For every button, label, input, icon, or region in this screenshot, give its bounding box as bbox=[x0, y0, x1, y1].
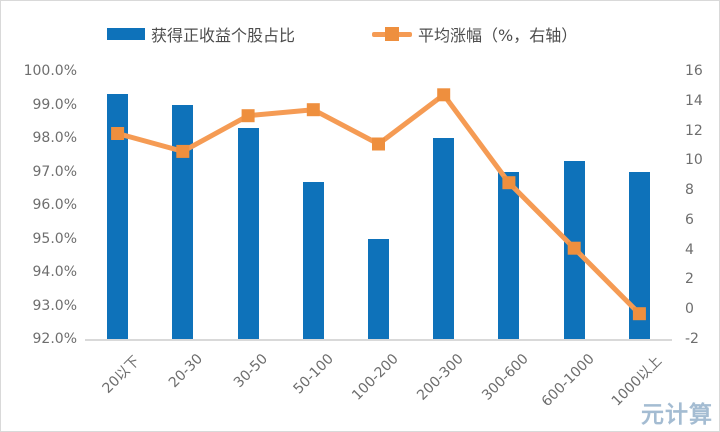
line-marker bbox=[372, 137, 385, 151]
legend-label-positive-ratio: 获得正收益个股占比 bbox=[151, 26, 296, 45]
x-axis-label: 300-600 bbox=[479, 351, 533, 404]
line-marker bbox=[502, 176, 516, 190]
line-marker bbox=[632, 307, 646, 321]
left-axis-tick: 96.0% bbox=[32, 197, 77, 213]
right-axis-tick: 4 bbox=[685, 241, 694, 258]
watermark: 元计算 bbox=[641, 402, 713, 428]
left-axis-tick: 93.0% bbox=[32, 297, 77, 314]
line-marker bbox=[567, 241, 581, 255]
right-axis-tick: 6 bbox=[685, 211, 694, 228]
left-axis-tick: 94.0% bbox=[32, 264, 77, 280]
x-axis-label: 50-100 bbox=[290, 351, 337, 398]
left-axis-tick: 99.0% bbox=[32, 96, 77, 113]
bar bbox=[433, 138, 455, 339]
x-axis-label: 600-1000 bbox=[538, 351, 598, 410]
line-marker bbox=[176, 144, 190, 158]
line-marker bbox=[111, 127, 125, 140]
line-series bbox=[111, 88, 646, 321]
bar bbox=[302, 181, 324, 339]
left-axis-tick: 95.0% bbox=[32, 230, 77, 247]
line-series-swatch bbox=[372, 27, 412, 41]
legend-label-avg-gain: 平均涨幅（%，右轴） bbox=[418, 26, 578, 45]
right-axis-tick: 12 bbox=[685, 122, 703, 139]
legend-item-avg-gain: 平均涨幅（%，右轴） bbox=[372, 23, 577, 45]
legend-item-positive-ratio: 获得正收益个股占比 bbox=[107, 23, 295, 45]
x-axis-label: 20-30 bbox=[166, 351, 207, 392]
line-marker bbox=[437, 88, 451, 102]
line-path bbox=[115, 92, 642, 317]
right-axis-tick: 10 bbox=[685, 152, 703, 169]
x-axis-label: 30-50 bbox=[231, 351, 272, 392]
right-axis-tick: 0 bbox=[685, 301, 694, 318]
bar-series-swatch bbox=[107, 28, 145, 40]
left-axis-tick: 100.0% bbox=[23, 63, 77, 79]
bar bbox=[628, 171, 650, 339]
bar bbox=[107, 94, 129, 339]
left-axis-tick: 98.0% bbox=[32, 130, 77, 146]
right-axis-tick: 2 bbox=[685, 271, 694, 288]
x-axis-label: 20以下 bbox=[99, 353, 144, 397]
line-marker bbox=[306, 103, 320, 117]
x-axis-label: 100-200 bbox=[349, 351, 402, 404]
right-axis-tick: 16 bbox=[685, 63, 703, 79]
left-axis-tick: 92.0% bbox=[32, 331, 77, 347]
line-marker bbox=[241, 109, 255, 123]
x-axis-label: 200-300 bbox=[414, 351, 468, 404]
left-axis-tick: 97.0% bbox=[32, 163, 77, 180]
bar bbox=[498, 171, 520, 339]
right-axis-tick: -2 bbox=[685, 331, 699, 347]
bar bbox=[237, 127, 259, 339]
bar bbox=[172, 104, 194, 339]
plot-area bbox=[85, 71, 672, 341]
right-axis-tick: 8 bbox=[685, 182, 694, 199]
bar bbox=[368, 238, 389, 339]
right-axis-tick: 14 bbox=[685, 92, 703, 109]
